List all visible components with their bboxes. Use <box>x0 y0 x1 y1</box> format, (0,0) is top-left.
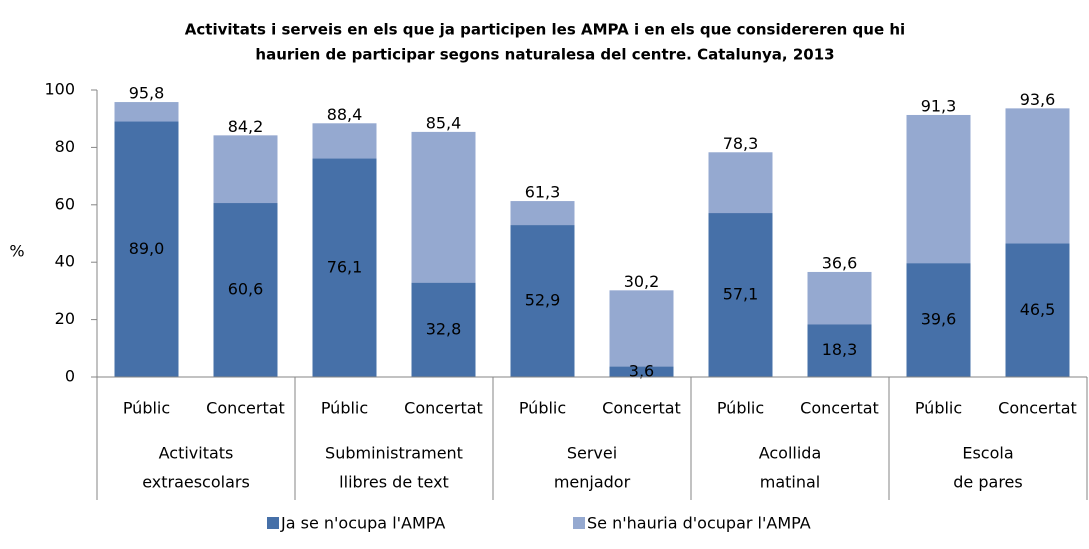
value-label: 57,1 <box>723 285 759 304</box>
bar <box>906 263 971 377</box>
group-label: menjador <box>554 473 631 492</box>
group-label: de pares <box>953 473 1022 492</box>
value-label: 30,2 <box>624 272 660 291</box>
x-tick-label: Públic <box>123 399 170 418</box>
value-label: 95,8 <box>129 84 165 103</box>
value-label: 93,6 <box>1020 90 1056 109</box>
y-tick-label: 100 <box>44 80 75 99</box>
x-tick-label: Públic <box>519 399 566 418</box>
value-label: 52,9 <box>525 291 561 310</box>
bar <box>510 225 575 377</box>
group-label: Activitats <box>159 444 234 463</box>
group-label: Escola <box>962 444 1013 463</box>
chart-title: haurien de participar segons naturalesa … <box>255 46 834 64</box>
group-label: extraescolars <box>142 473 250 492</box>
value-label: 3,6 <box>629 361 654 380</box>
value-label: 61,3 <box>525 183 561 202</box>
group-label: Acollida <box>759 444 822 463</box>
value-label: 78,3 <box>723 134 759 153</box>
legend-swatch <box>267 517 279 529</box>
x-tick-label: Públic <box>321 399 368 418</box>
group-label: Servei <box>567 444 617 463</box>
value-label: 85,4 <box>426 113 462 132</box>
x-tick-label: Concertat <box>206 399 285 418</box>
bar <box>807 324 872 377</box>
chart-title: Activitats i serveis en els que ja parti… <box>185 21 905 39</box>
value-label: 91,3 <box>921 96 957 115</box>
bar <box>609 290 674 377</box>
bar <box>1005 243 1070 377</box>
legend-label: Se n'hauria d'ocupar l'AMPA <box>587 514 811 533</box>
bar <box>609 366 674 377</box>
y-tick-label: 60 <box>55 194 75 213</box>
value-label: 46,5 <box>1020 300 1056 319</box>
y-tick-label: 0 <box>65 367 75 386</box>
value-label: 88,4 <box>327 105 363 124</box>
bar <box>411 282 476 377</box>
bar <box>708 213 773 377</box>
value-label: 32,8 <box>426 319 462 338</box>
y-axis-label: % <box>9 242 24 261</box>
legend-label: Ja se n'ocupa l'AMPA <box>280 514 445 533</box>
y-tick-label: 80 <box>55 137 75 156</box>
y-tick-label: 20 <box>55 309 75 328</box>
value-label: 84,2 <box>228 117 264 136</box>
bar <box>213 203 278 377</box>
value-label: 60,6 <box>228 280 264 299</box>
x-tick-label: Concertat <box>404 399 483 418</box>
bar <box>114 121 179 377</box>
group-label: matinal <box>760 473 821 492</box>
legend-swatch <box>573 517 585 529</box>
x-tick-label: Concertat <box>800 399 879 418</box>
value-label: 36,6 <box>822 253 858 272</box>
x-tick-label: Públic <box>717 399 764 418</box>
y-tick-label: 40 <box>55 252 75 271</box>
x-tick-label: Concertat <box>602 399 681 418</box>
group-label: llibres de text <box>339 473 449 492</box>
value-label: 89,0 <box>129 239 165 258</box>
value-label: 39,6 <box>921 310 957 329</box>
x-tick-label: Concertat <box>998 399 1077 418</box>
x-tick-label: Públic <box>915 399 962 418</box>
value-label: 76,1 <box>327 257 363 276</box>
value-label: 18,3 <box>822 340 858 359</box>
bar <box>312 158 377 377</box>
group-label: Subministrament <box>325 444 463 463</box>
